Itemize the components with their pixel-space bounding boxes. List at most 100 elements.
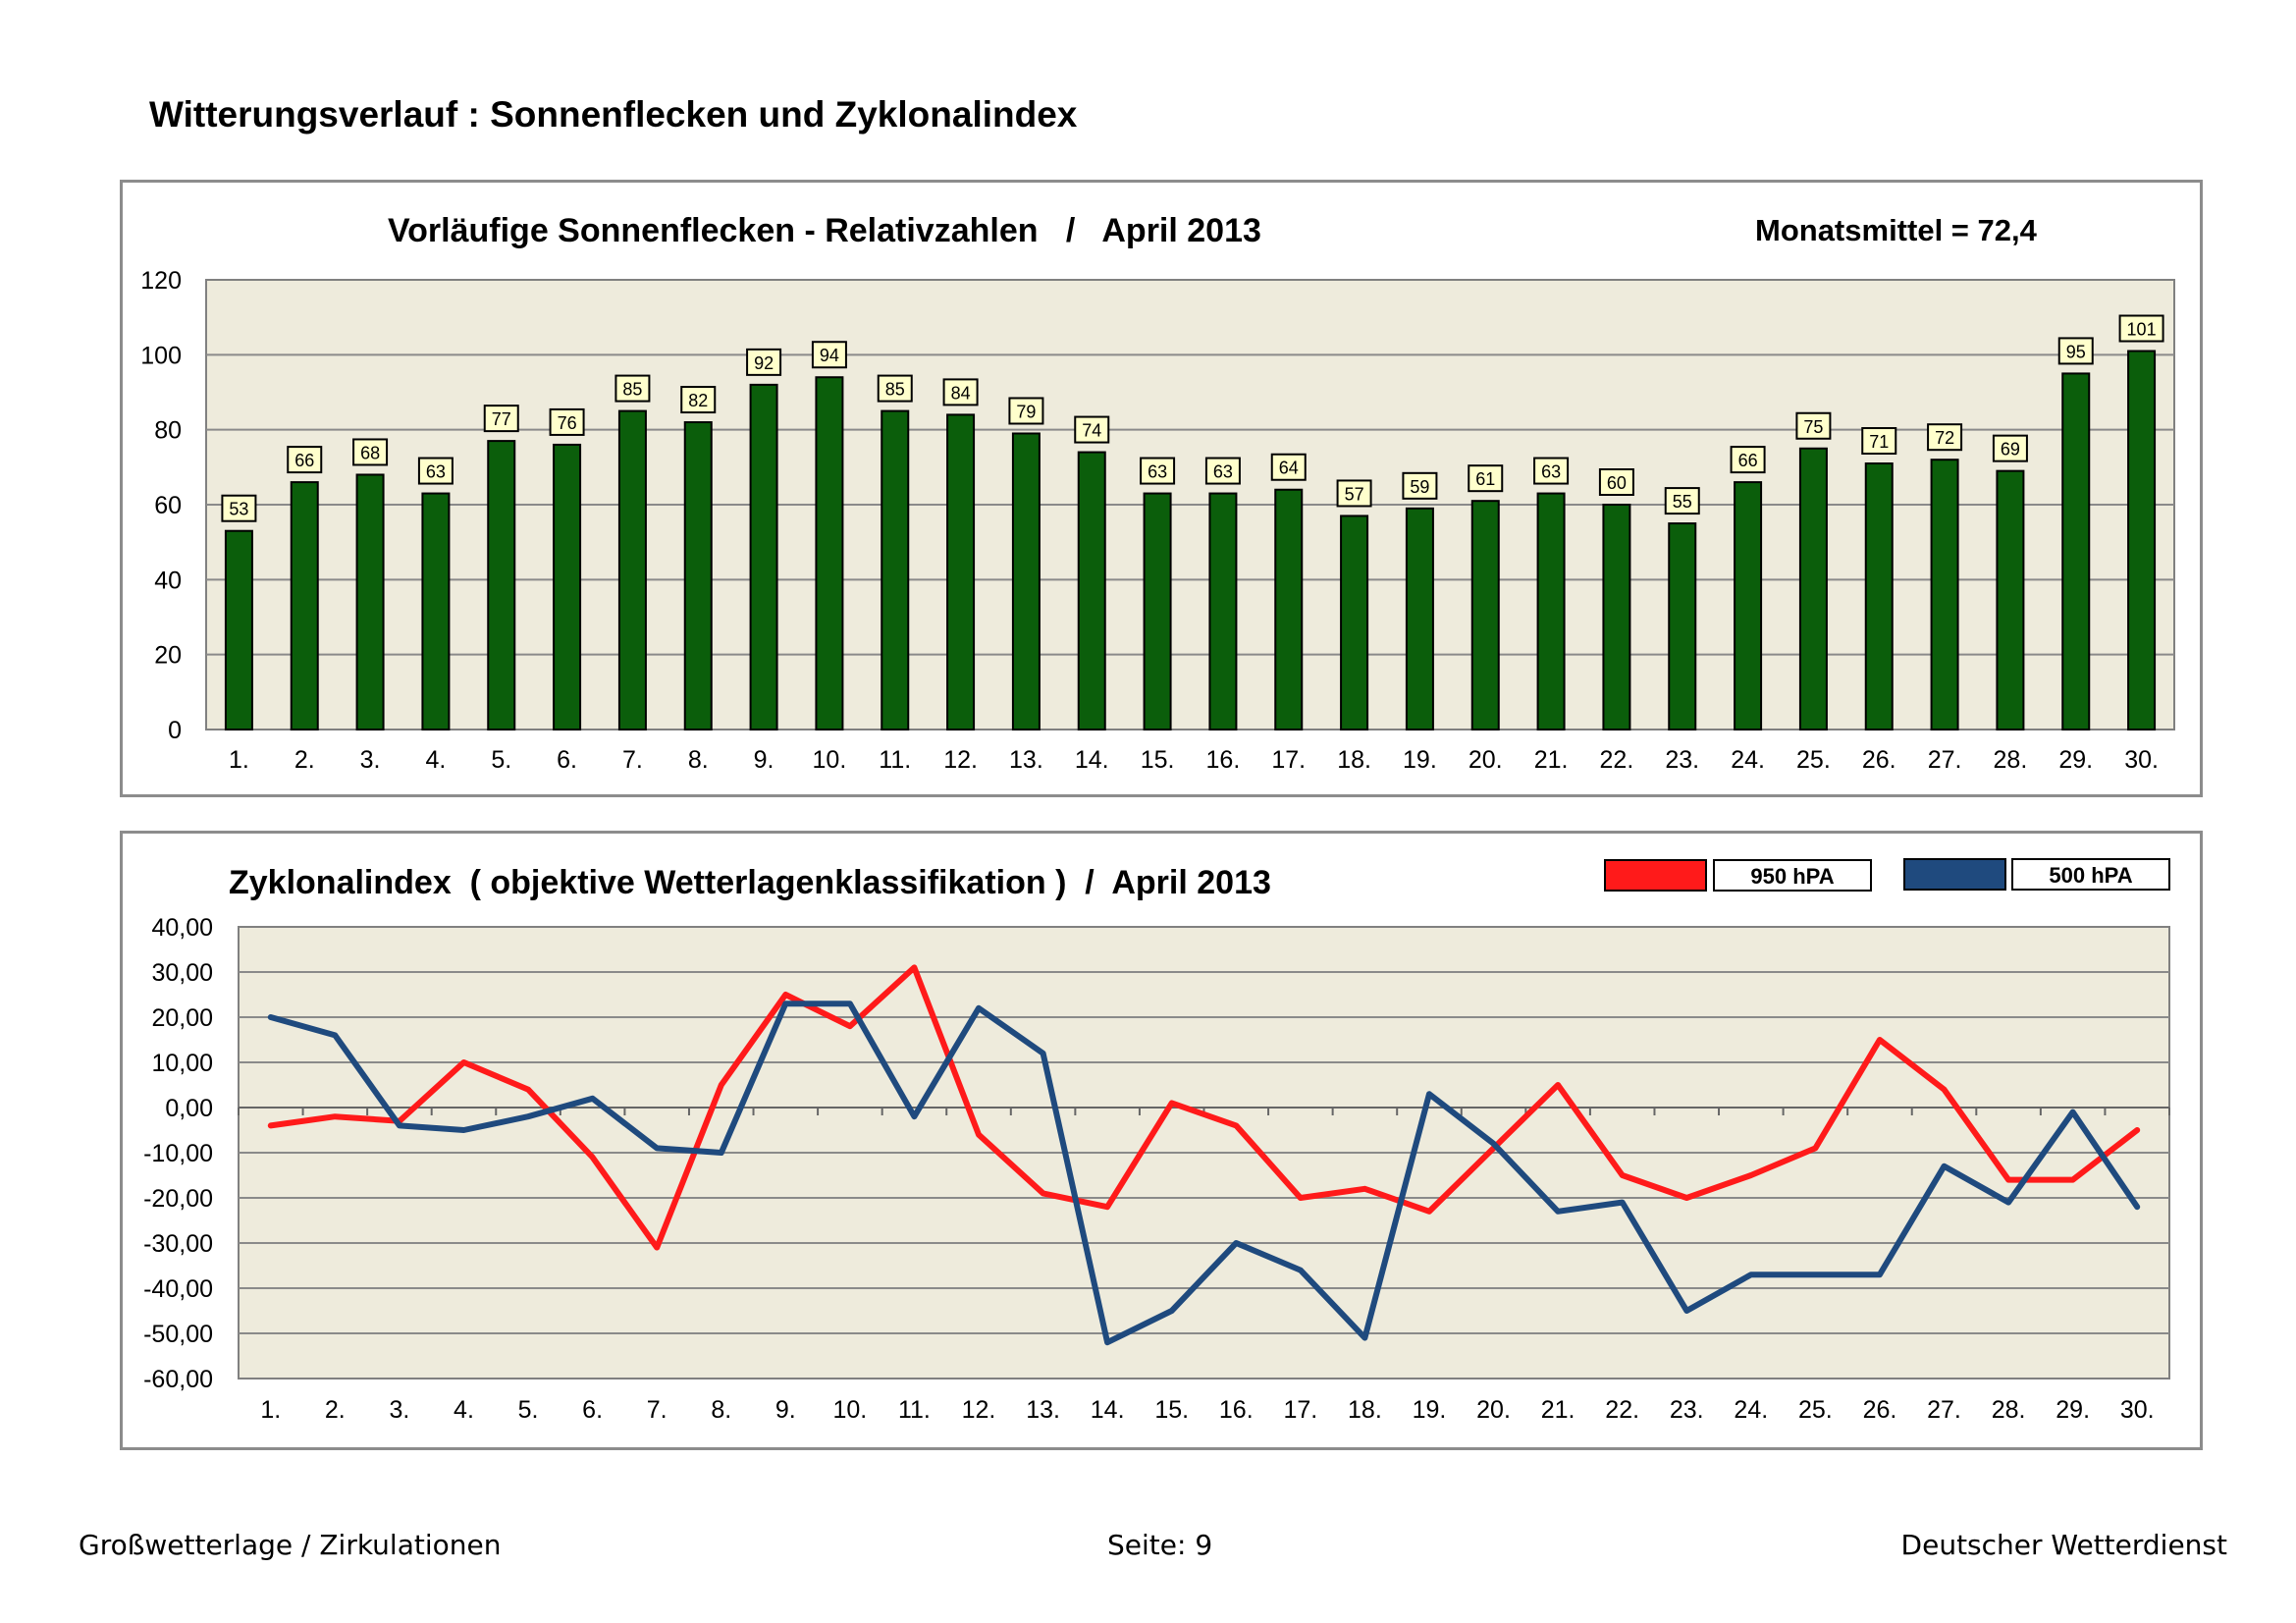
x-tick-label: 2. bbox=[325, 1396, 346, 1424]
sunspot-x-ticks: 1. 2. 3. 4. 5. 6. 7. 8. 9. 10. 11. 12. 13. 14. 15. 16. 1… bbox=[229, 746, 2159, 774]
legend: 950 hPA 500 hPA bbox=[1604, 858, 2170, 892]
data-label-box bbox=[1861, 427, 1897, 456]
data-label: 85 bbox=[885, 380, 905, 400]
data-label: 59 bbox=[1410, 477, 1429, 497]
y-tick-label: -30,00 bbox=[143, 1230, 213, 1258]
x-tick-label: 2. bbox=[294, 746, 315, 774]
x-tick-label: 26. bbox=[1862, 746, 1896, 774]
y-tick-label: 40 bbox=[154, 567, 182, 594]
data-label-box bbox=[1468, 464, 1504, 493]
x-tick-label: 5. bbox=[518, 1396, 539, 1424]
legend-label-950: 950 hPA bbox=[1750, 864, 1834, 889]
y-tick-label: -20,00 bbox=[143, 1185, 213, 1213]
x-tick-label: 28. bbox=[1994, 746, 2028, 774]
x-tick-label: 27. bbox=[1928, 746, 1962, 774]
sunspot-bar bbox=[2127, 350, 2157, 730]
sunspot-bar bbox=[683, 421, 713, 731]
data-label-box bbox=[287, 446, 323, 474]
sunspot-bars: 53 66 68 63 77 76 85 82 92 94 85 84 79 74 63 63 64 57 59 61… bbox=[221, 314, 2164, 731]
data-label: 60 bbox=[1607, 473, 1627, 493]
x-tick-label: 24. bbox=[1734, 1396, 1768, 1424]
data-label-box bbox=[1074, 415, 1110, 444]
sunspot-bar bbox=[1470, 500, 1500, 730]
data-label-box bbox=[1927, 423, 1963, 452]
x-tick-label: 10. bbox=[833, 1396, 868, 1424]
x-tick-label: 14. bbox=[1091, 1396, 1125, 1424]
x-tick-label: 8. bbox=[711, 1396, 731, 1424]
data-label-box bbox=[811, 341, 847, 369]
x-tick-label: 30. bbox=[2120, 1396, 2155, 1424]
y-tick-label: 40,00 bbox=[151, 914, 213, 942]
y-tick-label: 30,00 bbox=[151, 959, 213, 987]
x-tick-label: 1. bbox=[229, 746, 249, 774]
sunspot-bar bbox=[617, 409, 647, 730]
x-tick-label: 12. bbox=[962, 1396, 996, 1424]
y-tick-label: 120 bbox=[140, 267, 182, 295]
data-label-box bbox=[1664, 487, 1700, 515]
sunspot-bar bbox=[1798, 447, 1828, 730]
x-tick-label: 28. bbox=[1992, 1396, 2026, 1424]
sunspot-bar bbox=[290, 481, 319, 730]
legend-box-950 bbox=[1713, 859, 1872, 892]
x-tick-label: 7. bbox=[647, 1396, 667, 1424]
x-tick-label: 9. bbox=[775, 1396, 796, 1424]
footer-right: Deutscher Wetterdienst bbox=[1900, 1529, 2227, 1561]
data-label: 75 bbox=[1803, 417, 1823, 437]
y-tick-label: 80 bbox=[154, 417, 182, 445]
data-label: 63 bbox=[426, 462, 446, 482]
x-tick-label: 20. bbox=[1476, 1396, 1511, 1424]
data-label: 74 bbox=[1082, 421, 1101, 441]
sunspot-bar bbox=[1864, 462, 1894, 730]
x-tick-label: 29. bbox=[2058, 746, 2093, 774]
data-label-box bbox=[1270, 453, 1307, 481]
data-label-box bbox=[1992, 434, 2028, 462]
x-tick-label: 12. bbox=[943, 746, 978, 774]
sunspot-bar bbox=[2061, 372, 2091, 731]
data-label: 63 bbox=[1213, 462, 1233, 482]
sunspot-gridlines bbox=[206, 353, 2174, 656]
x-tick-label: 8. bbox=[688, 746, 709, 774]
x-tick-label: 30. bbox=[2124, 746, 2159, 774]
data-label: 69 bbox=[2001, 440, 2020, 460]
x-tick-label: 5. bbox=[491, 746, 511, 774]
data-label: 84 bbox=[951, 383, 971, 403]
data-label: 66 bbox=[1738, 451, 1758, 470]
sunspot-bar bbox=[421, 492, 451, 730]
cyclonal-index-title: Zyklonalindex ( objektive Wetterlagenkla… bbox=[229, 864, 1271, 901]
x-tick-label: 22. bbox=[1600, 746, 1634, 774]
sunspot-bar bbox=[946, 413, 976, 730]
legend-swatch-500 bbox=[1903, 858, 2006, 891]
x-tick-label: 1. bbox=[260, 1396, 281, 1424]
sunspot-chart: Vorläufige Sonnenflecken - Relativzahlen… bbox=[140, 212, 2175, 774]
y-tick-label: 60 bbox=[154, 492, 182, 519]
x-tick-label: 19. bbox=[1403, 746, 1437, 774]
data-label: 57 bbox=[1345, 484, 1364, 504]
x-tick-label: 18. bbox=[1348, 1396, 1382, 1424]
y-tick-label: 0,00 bbox=[165, 1095, 213, 1122]
y-tick-label: -50,00 bbox=[143, 1321, 213, 1348]
y-tick-label: 0 bbox=[168, 717, 182, 744]
x-tick-label: 14. bbox=[1075, 746, 1109, 774]
x-tick-label: 26. bbox=[1863, 1396, 1897, 1424]
data-label-box bbox=[2118, 314, 2164, 343]
x-tick-label: 20. bbox=[1468, 746, 1503, 774]
legend-swatch-950 bbox=[1604, 859, 1707, 892]
data-label: 79 bbox=[1016, 402, 1036, 421]
x-tick-label: 4. bbox=[454, 1396, 474, 1424]
sunspot-bar bbox=[749, 383, 778, 730]
x-tick-label: 17. bbox=[1271, 746, 1306, 774]
x-tick-label: 7. bbox=[622, 746, 643, 774]
sunspot-bar bbox=[1340, 514, 1369, 731]
sunspot-bar bbox=[1734, 481, 1763, 730]
sunspot-bar bbox=[815, 376, 844, 730]
data-label-box bbox=[483, 405, 519, 433]
sunspot-bar bbox=[1143, 492, 1172, 730]
x-tick-label: 11. bbox=[879, 746, 911, 774]
x-tick-label: 15. bbox=[1154, 1396, 1189, 1424]
cyclonal-x-ticks: 1. 2. 3. 4. 5. 6. 7. 8. 9. 10. 11. 12. 13. 14. 15. 16. 1… bbox=[260, 1396, 2154, 1424]
cyclonal-index-panel: Zyklonalindex ( objektive Wetterlagenkla… bbox=[120, 831, 2203, 1450]
x-tick-label: 11. bbox=[898, 1396, 931, 1424]
legend-label-500: 500 hPA bbox=[2049, 863, 2132, 888]
cyclonal-series bbox=[267, 964, 2141, 1346]
data-label: 71 bbox=[1869, 432, 1889, 452]
